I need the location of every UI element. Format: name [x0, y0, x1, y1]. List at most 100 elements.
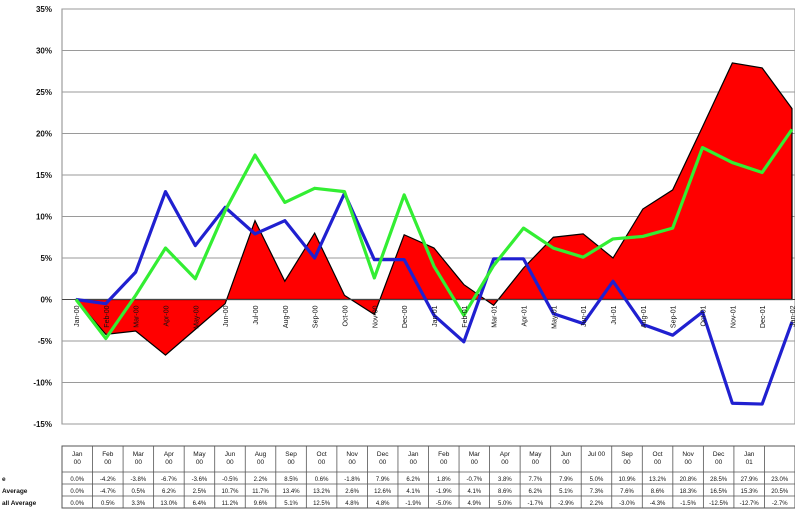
table-cell: 15.3%: [741, 489, 759, 495]
table-header-cell: Sep: [285, 451, 297, 458]
table-header-cell: 00: [196, 459, 204, 466]
x-tick-label: May-00: [193, 305, 200, 328]
table-header-cell: Nov: [682, 451, 694, 458]
table-header-cell: 00: [165, 459, 173, 466]
y-tick-label: 35%: [36, 5, 52, 14]
table-header-cell: Dec: [713, 451, 725, 458]
table-header-cell: 00: [349, 459, 357, 466]
x-tick-label: Oct-01: [701, 305, 708, 326]
table-cell: 23.0%: [771, 477, 789, 483]
table-cell: 12.5%: [313, 501, 331, 507]
table-cell: 4.9%: [467, 501, 481, 507]
table-cell: 7.9%: [559, 477, 573, 483]
table-cell: 7.3%: [590, 489, 604, 495]
x-tick-label: May-01: [551, 305, 558, 328]
table-cell: 6.4%: [193, 501, 207, 507]
y-tick-label: 5%: [40, 254, 52, 263]
table-cell: 4.1%: [406, 489, 420, 495]
table-header-cell: Jun: [561, 451, 572, 458]
series-line-blue: [75, 190, 794, 406]
table-cell: 11.7%: [252, 489, 269, 495]
x-tick-label: Jan-01: [432, 305, 439, 327]
series-line-green: [74, 128, 794, 341]
table-cell: 20.8%: [680, 477, 698, 483]
y-tick-label: -10%: [33, 379, 52, 388]
table-cell: 8.5%: [284, 477, 298, 483]
y-tick-label: -5%: [38, 337, 52, 346]
table-cell: -12.7%: [740, 501, 760, 507]
table-cell: 0.6%: [315, 477, 329, 483]
x-tick-label: Dec-00: [402, 305, 409, 328]
table-cell: 10.7%: [221, 489, 239, 495]
table-header-cell: 00: [471, 459, 479, 466]
table-cell: 28.5%: [710, 477, 728, 483]
table-header-cell: Aug: [255, 451, 267, 458]
table-cell: 7.7%: [529, 477, 543, 483]
x-tick-label: Aug-01: [641, 305, 648, 328]
x-tick-label: Jun-00: [223, 305, 230, 327]
table-cell: 9.6%: [254, 501, 268, 507]
table-cell: 27.9%: [741, 477, 759, 483]
table-header-cell: Apr: [164, 451, 175, 458]
y-tick-label: 15%: [36, 171, 52, 180]
x-tick-label: Jan-02: [790, 305, 795, 327]
table-header-cell: 00: [654, 459, 662, 466]
x-tick-label: Dec-01: [760, 305, 767, 328]
x-tick-label: Feb-01: [462, 305, 469, 327]
table-header-cell: Oct: [653, 451, 663, 458]
y-tick-label: 10%: [36, 213, 52, 222]
table-cell: 3.3%: [132, 501, 146, 507]
table-cell: 5.0%: [498, 501, 512, 507]
table-cell: 13.4%: [283, 489, 301, 495]
table-cell: 12.6%: [374, 489, 392, 495]
x-tick-label: Sep-01: [671, 305, 678, 328]
table-header-cell: 00: [379, 459, 387, 466]
table-cell: -1.8%: [344, 477, 360, 483]
table-cell: 0.0%: [70, 489, 84, 495]
table-header-cell: Apr: [500, 451, 511, 458]
table-cell: -3.0%: [619, 501, 635, 507]
table-cell: 2.5%: [193, 489, 207, 495]
table-cell: -4.2%: [100, 477, 116, 483]
table-header-cell: 00: [440, 459, 448, 466]
table-cell: 8.6%: [498, 489, 512, 495]
table-header-cell: 00: [287, 459, 295, 466]
table-cell: 10.9%: [619, 477, 637, 483]
x-tick-label: Jul-00: [253, 305, 260, 324]
table-header-cell: 00: [410, 459, 418, 466]
table-cell: 4.8%: [345, 501, 359, 507]
table-header-cell: 00: [715, 459, 723, 466]
table-cell: 6.2%: [529, 489, 543, 495]
table-cell: 16.5%: [710, 489, 728, 495]
table-cell: 7.9%: [376, 477, 390, 483]
table-cell: 0.0%: [70, 501, 84, 507]
table-header-cell: Feb: [438, 451, 450, 458]
table-header-cell: Mar: [133, 451, 145, 458]
x-tick-label: Apr-01: [522, 305, 529, 326]
table-cell: -6.7%: [161, 477, 177, 483]
y-tick-label: 0%: [40, 296, 52, 305]
x-tick-label: Nov-00: [372, 305, 379, 328]
table-cell: 8.6%: [651, 489, 665, 495]
table-header-cell: May: [529, 451, 542, 458]
table-cell: -4.3%: [650, 501, 666, 507]
table-cell: 20.5%: [771, 489, 789, 495]
table-header-cell: 00: [623, 459, 631, 466]
table-cell: 4.8%: [376, 501, 390, 507]
table-header-cell: 00: [501, 459, 509, 466]
table-cell: -2.9%: [558, 501, 574, 507]
table-header-cell: Dec: [377, 451, 389, 458]
y-tick-label: 30%: [36, 47, 52, 56]
x-tick-label: Jun-01: [581, 305, 588, 327]
table-cell: 18.3%: [680, 489, 698, 495]
y-tick-label: 25%: [36, 88, 52, 97]
table-cell: 5.0%: [590, 477, 604, 483]
table-header-cell: Mar: [469, 451, 481, 458]
table-cell: 2.2%: [590, 501, 604, 507]
table-cell: 2.6%: [345, 489, 359, 495]
table-cell: 5.1%: [284, 501, 298, 507]
table-cell: 7.6%: [620, 489, 634, 495]
table-header-cell: 00: [532, 459, 540, 466]
